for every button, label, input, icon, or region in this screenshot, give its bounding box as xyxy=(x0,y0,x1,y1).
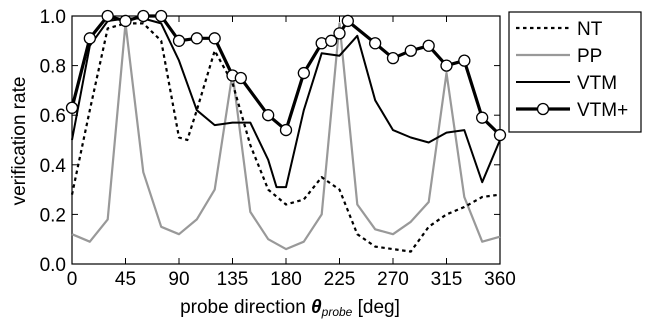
data-point-vtm-plus xyxy=(119,14,132,28)
x-axis-title-symbol: θ xyxy=(311,297,322,318)
series-line-pp xyxy=(71,22,501,251)
data-point-vtm-plus xyxy=(208,32,221,45)
data-point-vtm-plus xyxy=(155,9,168,23)
data-point-vtm-plus xyxy=(493,128,507,142)
x-tick-label: 0 xyxy=(67,269,78,290)
y-tick-label: 0.4 xyxy=(40,156,67,177)
y-tick-label: 1.0 xyxy=(40,7,66,28)
data-point-vtm-plus xyxy=(234,71,247,85)
x-tick-label: 315 xyxy=(431,269,463,290)
data-point-vtm-plus xyxy=(341,14,354,28)
x-tick-label: 360 xyxy=(484,269,516,290)
x-tick-label: 180 xyxy=(270,269,302,290)
data-point-vtm-plus xyxy=(440,59,453,72)
x-tick-label: 225 xyxy=(324,269,356,290)
x-axis-title-main: probe direction xyxy=(180,297,311,318)
y-tick-label: 0.6 xyxy=(40,106,66,127)
y-axis-title: verification rate xyxy=(9,77,30,206)
x-axis-title: probe direction θprobe [deg] xyxy=(180,297,400,319)
legend-label-nt: NT xyxy=(577,19,603,40)
data-point-vtm-plus xyxy=(137,9,150,23)
y-tick-label: 0.8 xyxy=(40,57,66,78)
data-point-vtm-plus xyxy=(65,101,79,114)
axes: 0 45 90 135 180 225 270 315 360 0.0 0.2 0.4 0.6 0.8 1.… xyxy=(40,7,516,290)
data-point-vtm-plus xyxy=(279,123,293,137)
data-point-vtm-plus xyxy=(333,27,346,40)
data-point-vtm-plus xyxy=(476,111,489,124)
x-tick-label: 135 xyxy=(217,269,249,290)
y-tick-label: 0.2 xyxy=(40,205,66,226)
data-point-vtm-plus xyxy=(458,54,471,67)
data-point-vtm-plus xyxy=(172,34,186,47)
data-point-vtm-plus xyxy=(262,109,275,122)
x-tick-label: 45 xyxy=(115,269,136,290)
data-point-vtm-plus xyxy=(386,52,400,65)
data-point-vtm-plus xyxy=(101,9,114,23)
series-line-vtm xyxy=(71,17,501,189)
data-point-vtm-plus xyxy=(325,34,338,47)
legend-label-vtm-plus: VTM+ xyxy=(577,100,628,121)
data-point-vtm-plus xyxy=(404,44,417,57)
x-axis-title-subscript: probe xyxy=(321,305,353,319)
legend-marker-vtm-plus xyxy=(536,102,550,116)
y-tick-label: 0.0 xyxy=(40,255,66,276)
series-lines xyxy=(65,9,507,253)
legend-box xyxy=(508,11,642,133)
legend-label-pp: PP xyxy=(577,46,602,67)
legend-label-vtm: VTM xyxy=(577,73,617,94)
x-axis-title-unit: [deg] xyxy=(352,297,400,318)
data-point-vtm-plus xyxy=(190,32,203,45)
series-line-nt xyxy=(70,22,501,253)
data-point-vtm-plus xyxy=(422,39,435,52)
data-point-vtm-plus xyxy=(83,32,96,45)
legend: NT PP VTM VTM+ xyxy=(508,11,642,133)
x-tick-label: 90 xyxy=(168,269,189,290)
data-point-vtm-plus xyxy=(369,37,382,50)
x-tick-label: 270 xyxy=(377,269,409,290)
data-point-vtm-plus xyxy=(297,66,310,80)
